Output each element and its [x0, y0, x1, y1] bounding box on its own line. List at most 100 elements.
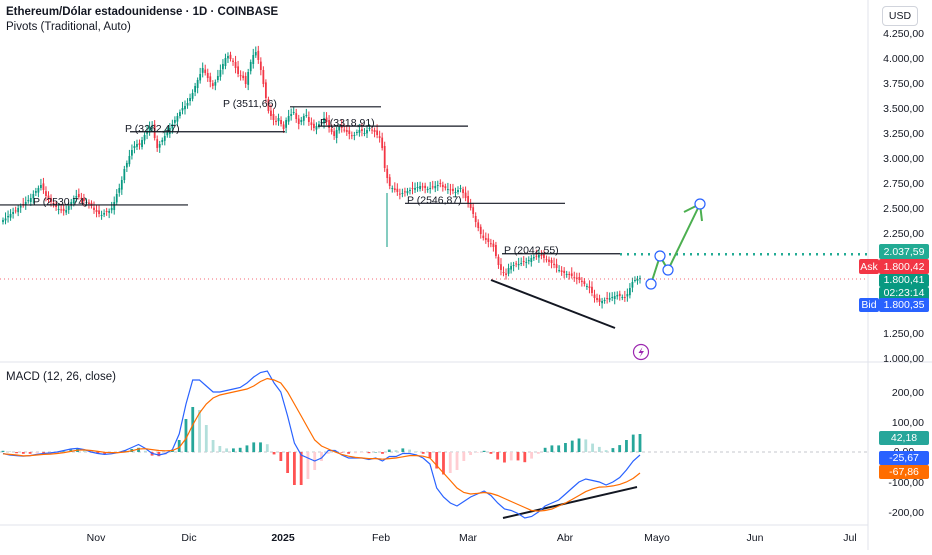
candle-body	[429, 188, 432, 189]
candle-body	[537, 255, 540, 258]
candle-body	[462, 189, 464, 193]
candle-body	[42, 183, 45, 190]
macd-histogram-bar	[198, 410, 201, 452]
price-trendline	[490, 279, 616, 329]
candle-body	[267, 99, 270, 111]
candle-body	[272, 114, 275, 120]
candle-body	[512, 265, 515, 266]
candle-body	[449, 189, 452, 191]
macd-histogram-bar	[211, 440, 215, 452]
candle-body	[404, 191, 406, 193]
candle-body	[27, 200, 30, 202]
macd-histogram-bar	[238, 447, 242, 452]
candle-body	[70, 202, 73, 205]
candle-body	[618, 293, 621, 296]
candle-body	[333, 131, 336, 136]
candle-body	[527, 260, 530, 262]
candle-body	[368, 128, 371, 129]
candle-body	[57, 209, 60, 210]
candle-body	[151, 126, 154, 127]
projection-node	[662, 264, 674, 276]
candle-body	[386, 168, 389, 178]
candle-body	[257, 50, 260, 60]
candle-body	[575, 277, 578, 279]
candle-body	[439, 183, 442, 184]
price-tick-label: 3.750,00	[883, 78, 924, 90]
signal-value-label-bg	[879, 465, 929, 479]
candle-body	[98, 210, 100, 214]
candle-body	[436, 185, 439, 186]
symbol-title[interactable]: Ethereum/Dólar estadounidense · 1D · COI…	[6, 6, 279, 18]
candle-body	[105, 211, 108, 212]
candle-body	[469, 203, 472, 208]
candle-body	[500, 264, 502, 270]
candle-body	[444, 186, 447, 188]
candle-body	[474, 216, 477, 222]
candle-body	[376, 130, 379, 135]
macd-histogram-bar	[35, 452, 39, 454]
macd-histogram-bar	[252, 442, 256, 452]
candle-body	[573, 277, 576, 279]
candle-body	[156, 139, 159, 148]
candle-body	[330, 128, 333, 132]
candle-body	[613, 296, 616, 299]
candle-body	[206, 73, 209, 78]
macd-histogram-bar	[245, 445, 249, 452]
macd-histogram-bar	[543, 447, 547, 452]
macd-histogram-bar	[143, 450, 147, 452]
price-tick-label: 3.500,00	[883, 103, 924, 115]
candle-body	[259, 61, 262, 70]
macd-tick-label: -200,00	[888, 507, 924, 519]
macd-histogram-bar	[421, 452, 425, 454]
candle-body	[67, 206, 70, 210]
candle-body	[4, 218, 7, 221]
candle-body	[639, 278, 641, 279]
candle-body	[484, 238, 487, 240]
candle-body	[277, 118, 280, 122]
candle-body	[85, 202, 88, 203]
candle-body	[72, 198, 75, 204]
ask-tag: Ask	[860, 261, 878, 273]
macd-histogram-bar	[218, 446, 222, 452]
macd-histogram-bar	[577, 438, 581, 452]
candle-body	[497, 256, 500, 265]
candle-body	[249, 62, 252, 72]
candle-body	[37, 188, 40, 193]
projection-node	[654, 250, 666, 262]
candle-body	[128, 156, 131, 165]
candle-body	[426, 189, 429, 190]
candle-body	[636, 279, 639, 281]
macd-histogram-bar	[597, 446, 601, 452]
candle-body	[515, 263, 518, 265]
macd-histogram-bar	[265, 444, 269, 452]
candle-body	[578, 277, 581, 280]
candle-body	[252, 55, 255, 64]
macd-histogram-bar	[550, 445, 554, 452]
signal-line	[2, 377, 641, 512]
bid-tag: Bid	[861, 299, 876, 311]
candle-body	[510, 266, 512, 270]
candle-body	[409, 190, 411, 191]
projection-arrow	[650, 203, 701, 285]
indicator-legend[interactable]: Pivots (Traditional, Auto)	[6, 21, 131, 33]
candle-body	[580, 280, 583, 282]
candle-body	[227, 56, 229, 59]
ask-price-label-bg	[879, 259, 929, 274]
candle-body	[282, 124, 285, 129]
macd-legend[interactable]: MACD (12, 26, close)	[6, 371, 116, 383]
macd-value-label-bg	[879, 451, 929, 465]
candle-body	[295, 113, 298, 119]
candle-body	[603, 300, 606, 301]
macd-histogram-bar	[482, 450, 486, 452]
candle-body	[396, 188, 399, 192]
candle-body	[441, 184, 444, 187]
pivot-label: P (2530,74)	[33, 196, 88, 208]
time-tick-label: Jun	[747, 532, 764, 544]
candle-body	[631, 282, 634, 288]
candle-body	[411, 188, 414, 189]
ask-tag-bg	[859, 259, 879, 274]
candle-body	[204, 69, 207, 73]
currency-button[interactable]: USD	[882, 6, 918, 26]
candle-body	[189, 98, 191, 101]
